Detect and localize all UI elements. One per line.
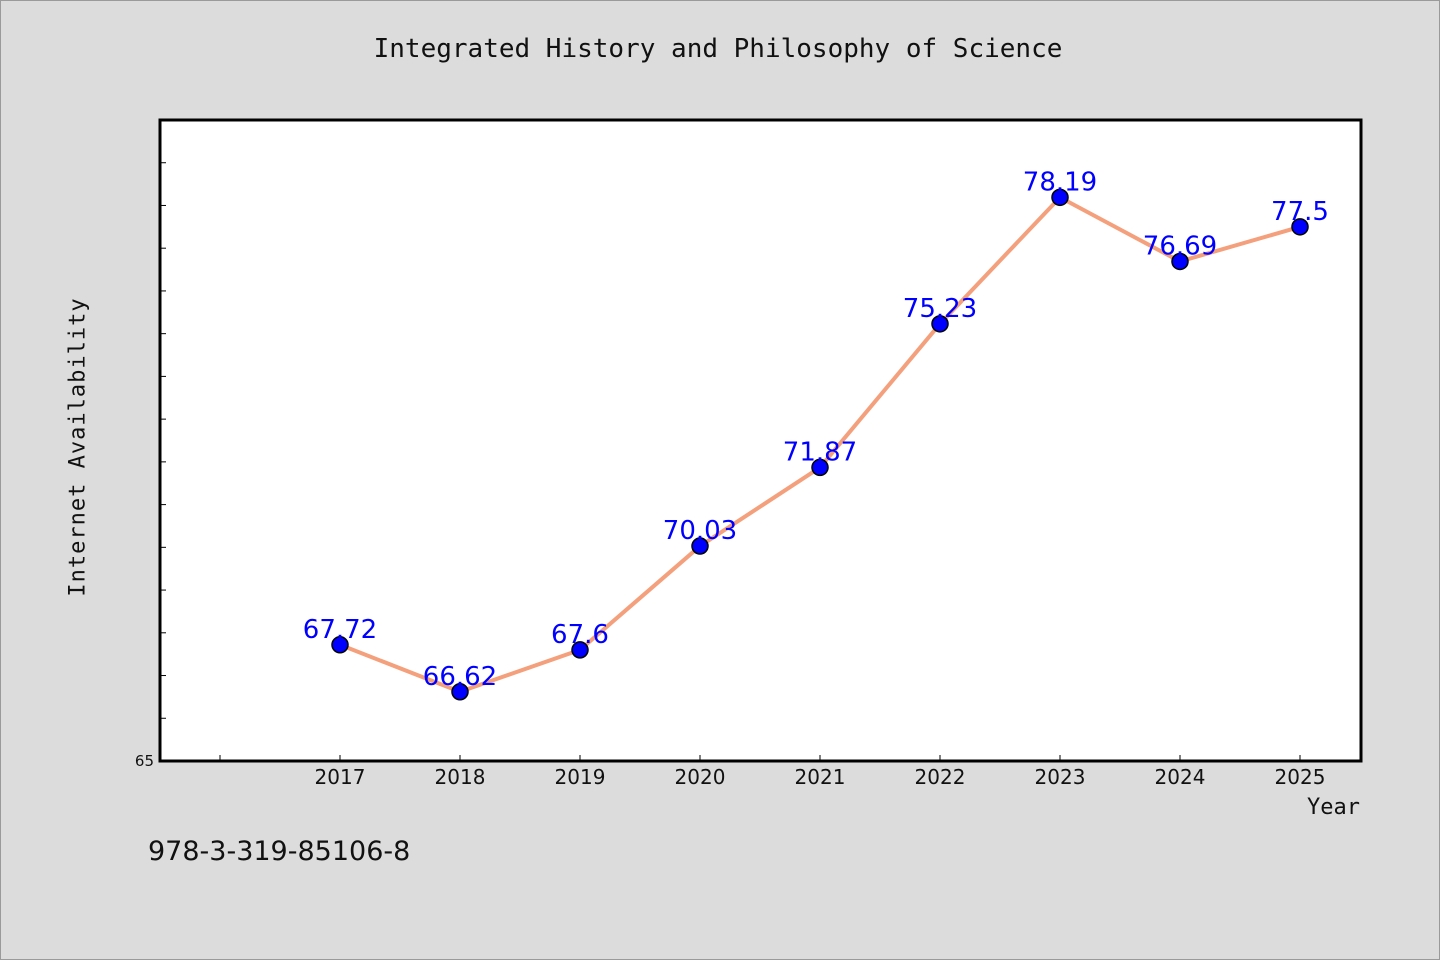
data-point: [451, 683, 469, 701]
x-tick-label: 2017: [315, 765, 366, 789]
x-ticks: 2017 2018 2019 2020 2021 2022 2023 2024 2025: [219, 755, 1326, 789]
data-label: 75.23: [903, 294, 977, 324]
x-tick-label: 2022: [915, 765, 966, 789]
data-point: [1051, 188, 1069, 207]
x-tick-label: 2019: [555, 765, 606, 789]
plot-border: [158, 118, 1363, 763]
data-label: 78.19: [1023, 167, 1097, 197]
isbn-footnote: 978-3-319-85106-8: [148, 836, 411, 867]
data-label: 67.72: [303, 615, 377, 645]
x-tick-label: 2023: [1035, 765, 1086, 789]
data-label: 66.62: [423, 662, 497, 692]
plot-area: [160, 120, 1361, 761]
data-label: 71.87: [783, 437, 857, 467]
x-axis-label: Year: [1307, 795, 1360, 820]
y-tick-label: 65: [135, 752, 154, 770]
data-point: [691, 537, 709, 555]
data-point: [811, 458, 829, 477]
data-label: 77.5: [1271, 197, 1329, 227]
chart-title: Integrated History and Philosophy of Sci…: [373, 34, 1063, 64]
x-tick-label: 2021: [795, 765, 846, 789]
data-point: [1171, 252, 1189, 271]
data-point: [1291, 218, 1309, 236]
data-label: 70.03: [663, 516, 737, 546]
x-tick-label: 2020: [675, 765, 726, 789]
data-label: 67.6: [551, 620, 609, 650]
data-label-group: 67.72 66.62 67.6 70.03 71.87 75.23 78.19 76.69 7…: [303, 167, 1329, 691]
data-label: 76.69: [1143, 231, 1217, 261]
x-tick-label: 2018: [435, 765, 486, 789]
x-tick-label: 2025: [1275, 765, 1326, 789]
x-tick-label: 2024: [1155, 765, 1206, 789]
data-point: [931, 315, 949, 333]
data-point: [571, 641, 589, 659]
data-point: [331, 636, 349, 654]
marker-group: [331, 188, 1309, 701]
